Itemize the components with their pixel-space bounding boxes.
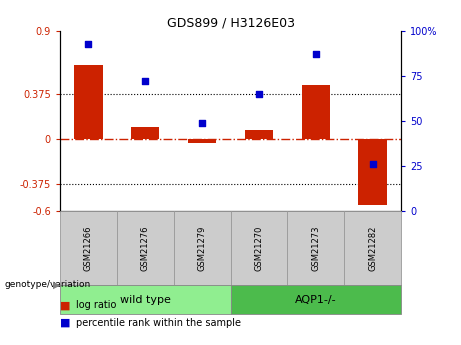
Bar — [188, 139, 216, 143]
Text: ■: ■ — [60, 300, 71, 310]
Text: GSM21279: GSM21279 — [198, 225, 207, 271]
Point — [255, 91, 263, 97]
Bar — [131, 127, 160, 139]
Bar — [287, 211, 344, 285]
Bar — [60, 285, 230, 314]
Bar — [245, 129, 273, 139]
Point — [198, 120, 206, 126]
Text: GSM21266: GSM21266 — [84, 225, 93, 271]
Point — [312, 52, 319, 57]
Text: GSM21282: GSM21282 — [368, 225, 377, 271]
Text: GSM21276: GSM21276 — [141, 225, 150, 271]
Point — [369, 161, 376, 167]
Text: log ratio: log ratio — [76, 300, 117, 310]
Text: percentile rank within the sample: percentile rank within the sample — [76, 318, 241, 327]
Point — [142, 79, 149, 84]
Text: ▶: ▶ — [53, 280, 60, 289]
Bar — [230, 285, 401, 314]
Text: wild type: wild type — [120, 295, 171, 305]
Bar — [117, 211, 174, 285]
Title: GDS899 / H3126E03: GDS899 / H3126E03 — [166, 17, 295, 30]
Bar — [301, 85, 330, 139]
Text: ■: ■ — [60, 318, 71, 327]
Bar — [60, 211, 117, 285]
Bar — [230, 211, 287, 285]
Point — [85, 41, 92, 47]
Text: GSM21273: GSM21273 — [311, 225, 320, 271]
Bar — [174, 211, 230, 285]
Text: GSM21270: GSM21270 — [254, 225, 263, 271]
Bar — [74, 65, 102, 139]
Bar — [344, 211, 401, 285]
Text: AQP1-/-: AQP1-/- — [295, 295, 337, 305]
Text: genotype/variation: genotype/variation — [5, 280, 91, 289]
Bar — [358, 139, 387, 205]
